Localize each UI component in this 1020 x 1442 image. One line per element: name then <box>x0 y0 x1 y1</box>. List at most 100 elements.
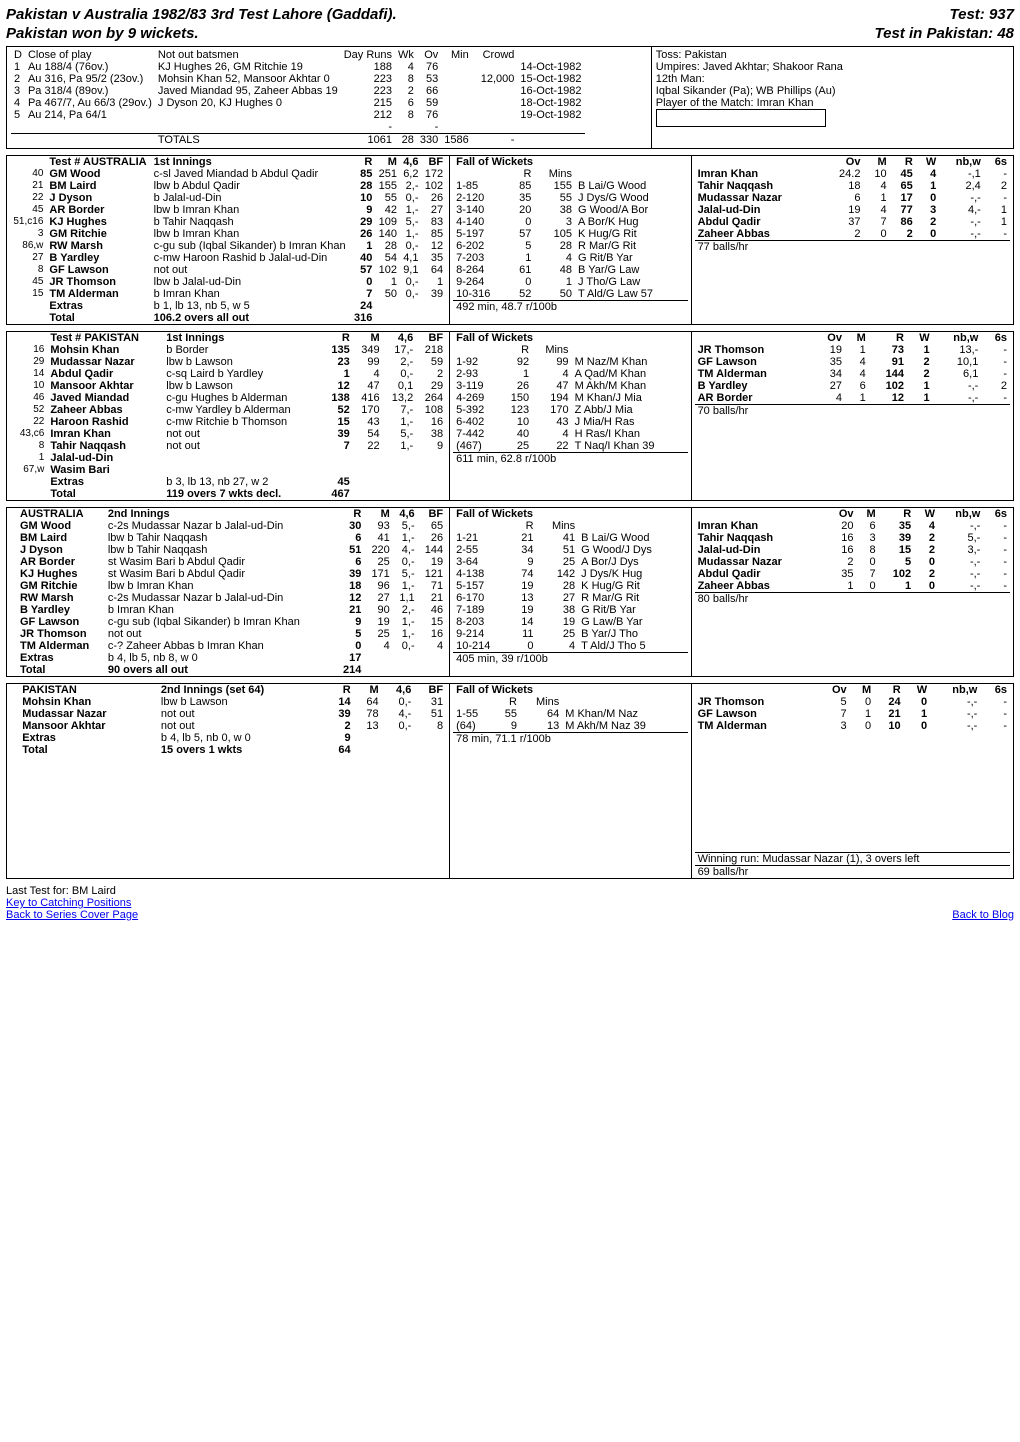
innings-summary: 492 min, 48.7 r/100b <box>453 301 687 314</box>
bowler-row: Tahir Naqqash 18 4 65 1 2,4 2 <box>695 180 1010 192</box>
batsman-row: Mudassar Nazar not out 39 78 4,- 51 <box>10 708 446 720</box>
fow-title: Fall of Wickets <box>453 156 687 168</box>
total-detail: 90 overs all out <box>105 664 336 676</box>
fow-row: 7-442404H Ras/I Khan <box>453 428 687 440</box>
fow-row: 1-929299M Naz/M Khan <box>453 356 687 368</box>
batsman-row: 40 GM Wood c-sl Javed Miandad b Abdul Qa… <box>10 168 446 180</box>
batsman-row: 51,c16 KJ Hughes b Tahir Naqqash 29 109 … <box>10 216 446 228</box>
bowler-row: TM Alderman 34 4 144 2 6,1 - <box>695 368 1010 380</box>
day-row: -- <box>11 121 585 134</box>
team-name: Test # PAKISTAN <box>47 332 163 344</box>
bowler-row: Abdul Qadir 35 7 102 2 -,- - <box>695 568 1010 580</box>
total-label: Total <box>17 664 105 676</box>
last-test: Last Test for: BM Laird <box>6 885 116 897</box>
batsman-row: 45 AR Border lbw b Imran Khan 9 42 1,- 2… <box>10 204 446 216</box>
bowler-row: Abdul Qadir 37 7 86 2 -,- 1 <box>695 216 1010 228</box>
fow-row: 4-269150194M Khan/J Mia <box>453 392 687 404</box>
day-row: 1Au 188/4 (76ov.)KJ Hughes 26, GM Ritchi… <box>11 61 585 73</box>
batsman-row: 16 Mohsin Khan b Border 135 349 17,- 218 <box>10 344 446 356</box>
col-crowd: Crowd <box>478 49 518 61</box>
batsman-row: 22 Haroon Rashid c-mw Ritchie b Thomson … <box>10 416 446 428</box>
fow-row: 4-13874142J Dys/K Hug <box>453 568 687 580</box>
day-row: 2Au 316, Pa 95/2 (23ov.)Mohsin Khan 52, … <box>11 73 585 85</box>
extras-runs: 9 <box>326 732 354 744</box>
fow-row: 10-3165250T Ald/G Law 57 <box>453 288 687 301</box>
batsman-row: 52 Zaheer Abbas c-mw Yardley b Alderman … <box>10 404 446 416</box>
fow-row: 5-392123170Z Abb/J Mia <box>453 404 687 416</box>
fow-row: 10-21404T Ald/J Tho 5 <box>453 640 687 653</box>
total-runs: 214 <box>336 664 364 676</box>
extras-label: Extras <box>47 476 163 488</box>
fow-row: 3-1402038G Wood/A Bor <box>453 204 687 216</box>
batsman-row: RW Marsh c-2s Mudassar Nazar b Jalal-ud-… <box>10 592 446 604</box>
title-left: Pakistan v Australia 1982/83 3rd Test La… <box>6 6 397 23</box>
col-dayruns: Day Runs <box>341 49 395 61</box>
batsman-row: GM Wood c-2s Mudassar Nazar b Jalal-ud-D… <box>10 520 446 532</box>
footer: Last Test for: BM Laird Key to Catching … <box>6 885 1014 921</box>
player-of-match: Player of the Match: Imran Khan <box>656 97 1009 109</box>
fow-row: 6-1701327R Mar/G Rit <box>453 592 687 604</box>
batsman-row: 21 BM Laird lbw b Abdul Qadir 28 155 2,-… <box>10 180 446 192</box>
batsman-row: 43,c6 Imran Khan not out 39 54 5,- 38 <box>10 428 446 440</box>
match-header: D Close of play Not out batsmen Day Runs… <box>6 46 1014 149</box>
fow-row: 1-555564M Khan/M Naz <box>453 708 687 720</box>
batsman-row: 86,w RW Marsh c-gu sub (Iqbal Sikander) … <box>10 240 446 252</box>
total-detail: 15 overs 1 wkts <box>158 744 326 756</box>
innings-label: 2nd Innings <box>105 508 336 520</box>
extras-detail: b 4, lb 5, nb 0, w 0 <box>158 732 326 744</box>
team-name: AUSTRALIA <box>17 508 105 520</box>
extras-label: Extras <box>19 732 158 744</box>
fow-title: Fall of Wickets <box>453 332 687 344</box>
fow-row: 6-202528R Mar/G Rit <box>453 240 687 252</box>
extras-runs: 17 <box>336 652 364 664</box>
close-of-play-table: D Close of play Not out batsmen Day Runs… <box>11 49 585 146</box>
fow-title: Fall of Wickets <box>453 508 687 520</box>
bowler-row: AR Border 4 1 12 1 -,- - <box>695 392 1010 405</box>
total-label: Total <box>19 744 158 756</box>
batsman-row: 1 Jalal-ud-Din <box>10 452 446 464</box>
bowler-row: Mudassar Nazar 2 0 5 0 -,- - <box>695 556 1010 568</box>
batsman-row: JR Thomson not out 5 25 1,- 16 <box>10 628 446 640</box>
extras-detail: b 1, lb 13, nb 5, w 5 <box>151 300 351 312</box>
winning-run: Winning run: Mudassar Nazar (1), 3 overs… <box>695 853 1010 866</box>
bowler-row: Zaheer Abbas 1 0 1 0 -,- - <box>695 580 1010 593</box>
batsman-row: 8 Tahir Naqqash not out 7 22 1,- 9 <box>10 440 446 452</box>
subtitle-left: Pakistan won by 9 wickets. <box>6 25 199 42</box>
title-right: Test: 937 <box>950 6 1014 23</box>
team-name: Test # AUSTRALIA <box>46 156 150 168</box>
bowler-row: GF Lawson 7 1 21 1 -,- - <box>695 708 1010 720</box>
batsman-row: J Dyson lbw b Tahir Naqqash 51 220 4,- 1… <box>10 544 446 556</box>
batsman-row: AR Border st Wasim Bari b Abdul Qadir 6 … <box>10 556 446 568</box>
col-ov: Ov <box>417 49 441 61</box>
bowler-row: JR Thomson 19 1 73 1 13,- - <box>695 344 1010 356</box>
toss: Toss: Pakistan <box>656 49 1009 61</box>
bowler-row: JR Thomson 5 0 24 0 -,- - <box>695 696 1010 708</box>
col-min: Min <box>441 49 471 61</box>
bowler-row: Tahir Naqqash 16 3 39 2 5,- - <box>695 532 1010 544</box>
link-catching-positions[interactable]: Key to Catching Positions <box>6 897 1014 909</box>
bowler-row: Zaheer Abbas 2 0 2 0 -,- - <box>695 228 1010 241</box>
total-runs: 316 <box>351 312 376 324</box>
batsman-row: 14 Abdul Qadir c-sq Laird b Yardley 1 4 … <box>10 368 446 380</box>
balls-per-hour: 70 balls/hr <box>695 405 1010 418</box>
not-out-label: Not out batsmen <box>155 49 341 61</box>
extras-label: Extras <box>46 300 150 312</box>
innings-label: 2nd Innings (set 64) <box>158 684 326 696</box>
bowler-row: B Yardley 27 6 102 1 -,- 2 <box>695 380 1010 392</box>
innings-test-australia: Test # AUSTRALIA 1st Innings RM4,6BF 40 … <box>6 155 1014 325</box>
bowler-row: Mudassar Nazar 6 1 17 0 -,- - <box>695 192 1010 204</box>
link-series-cover[interactable]: Back to Series Cover Page <box>6 909 138 921</box>
fow-row: 2-9314A Qad/M Khan <box>453 368 687 380</box>
totals-runs: 1061 <box>341 134 395 146</box>
innings-test-pakistan: Test # PAKISTAN 1st Innings RM4,6BF 16 M… <box>6 331 1014 501</box>
batsman-row: 8 GF Lawson not out 57 102 9,1 64 <box>10 264 446 276</box>
fow-row: (467)2522T Naq/I Khan 39 <box>453 440 687 453</box>
total-label: Total <box>46 312 150 324</box>
innings-pakistan: PAKISTAN 2nd Innings (set 64) RM4,6BF Mo… <box>6 683 1014 879</box>
extras-detail: b 3, lb 13, nb 27, w 2 <box>163 476 323 488</box>
umpires: Umpires: Javed Akhtar; Shakoor Rana <box>656 61 1009 73</box>
link-back-to-blog[interactable]: Back to Blog <box>952 909 1014 921</box>
innings-summary: 78 min, 71.1 r/100b <box>453 733 687 746</box>
batsman-row: 10 Mansoor Akhtar lbw b Lawson 12 47 0,1… <box>10 380 446 392</box>
sikander: Iqbal Sikander (Pa); WB Phillips (Au) <box>656 85 1009 97</box>
